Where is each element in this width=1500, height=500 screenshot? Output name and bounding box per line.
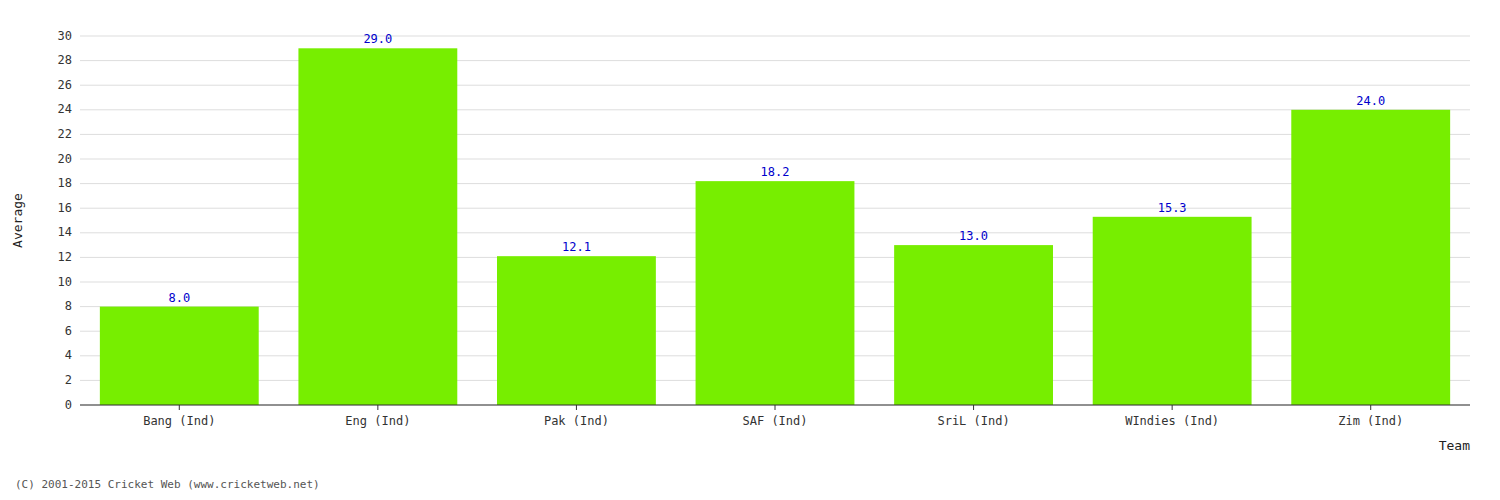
grid-line [80, 36, 1470, 37]
y-tick-label: 6 [65, 324, 72, 338]
y-axis-label: Average [10, 193, 25, 248]
x-tick [179, 405, 180, 410]
bars [100, 48, 1450, 405]
grid-line [80, 109, 1470, 110]
y-tick-label: 4 [65, 348, 72, 362]
bar [497, 256, 656, 405]
bar [696, 181, 855, 405]
bar [894, 245, 1053, 405]
x-tick [377, 405, 378, 410]
x-tick-label: Zim (Ind) [1338, 414, 1403, 428]
grid-line [80, 85, 1470, 86]
bar [1291, 110, 1450, 405]
y-tick-label: 0 [65, 398, 72, 412]
y-tick-label: 26 [58, 78, 72, 92]
x-axis-label: Team [1439, 438, 1470, 453]
data-label: 13.0 [959, 229, 988, 243]
chart: 0246810121416182022242628308.029.012.118… [0, 0, 1500, 500]
x-tick [576, 405, 577, 410]
data-label: 12.1 [562, 240, 591, 254]
x-tick [1370, 405, 1371, 410]
grid [80, 36, 1470, 405]
bar [100, 307, 259, 405]
y-tick-label: 14 [58, 225, 72, 239]
y-tick-label: 10 [58, 275, 72, 289]
data-label: 15.3 [1158, 201, 1187, 215]
y-tick-label: 22 [58, 127, 72, 141]
x-tick-label: Bang (Ind) [143, 414, 215, 428]
y-tick-label: 24 [58, 102, 72, 116]
data-label: 24.0 [1356, 94, 1385, 108]
x-tick-label: SAF (Ind) [742, 414, 807, 428]
watermark: (C) 2001-2015 Cricket Web (www.cricketwe… [15, 478, 320, 491]
x-tick-label: Eng (Ind) [345, 414, 410, 428]
grid-line [80, 60, 1470, 61]
x-tick-label: Pak (Ind) [544, 414, 609, 428]
y-tick-label: 30 [58, 29, 72, 43]
x-tick [775, 405, 776, 410]
grid-line [80, 159, 1470, 160]
y-tick-label: 18 [58, 176, 72, 190]
y-tick-label: 20 [58, 152, 72, 166]
bar [1093, 217, 1252, 405]
y-tick-label: 8 [65, 299, 72, 313]
y-tick-label: 2 [65, 373, 72, 387]
x-tick-label: SriL (Ind) [937, 414, 1009, 428]
y-tick-label: 12 [58, 250, 72, 264]
x-tick-label: WIndies (Ind) [1125, 414, 1219, 428]
data-label: 8.0 [168, 291, 190, 305]
data-label: 29.0 [363, 32, 392, 46]
x-tick [1172, 405, 1173, 410]
grid-line [80, 134, 1470, 135]
y-tick-label: 28 [58, 53, 72, 67]
bar [298, 48, 457, 405]
data-label: 18.2 [761, 165, 790, 179]
y-tick-label: 16 [58, 201, 72, 215]
x-tick [973, 405, 974, 410]
